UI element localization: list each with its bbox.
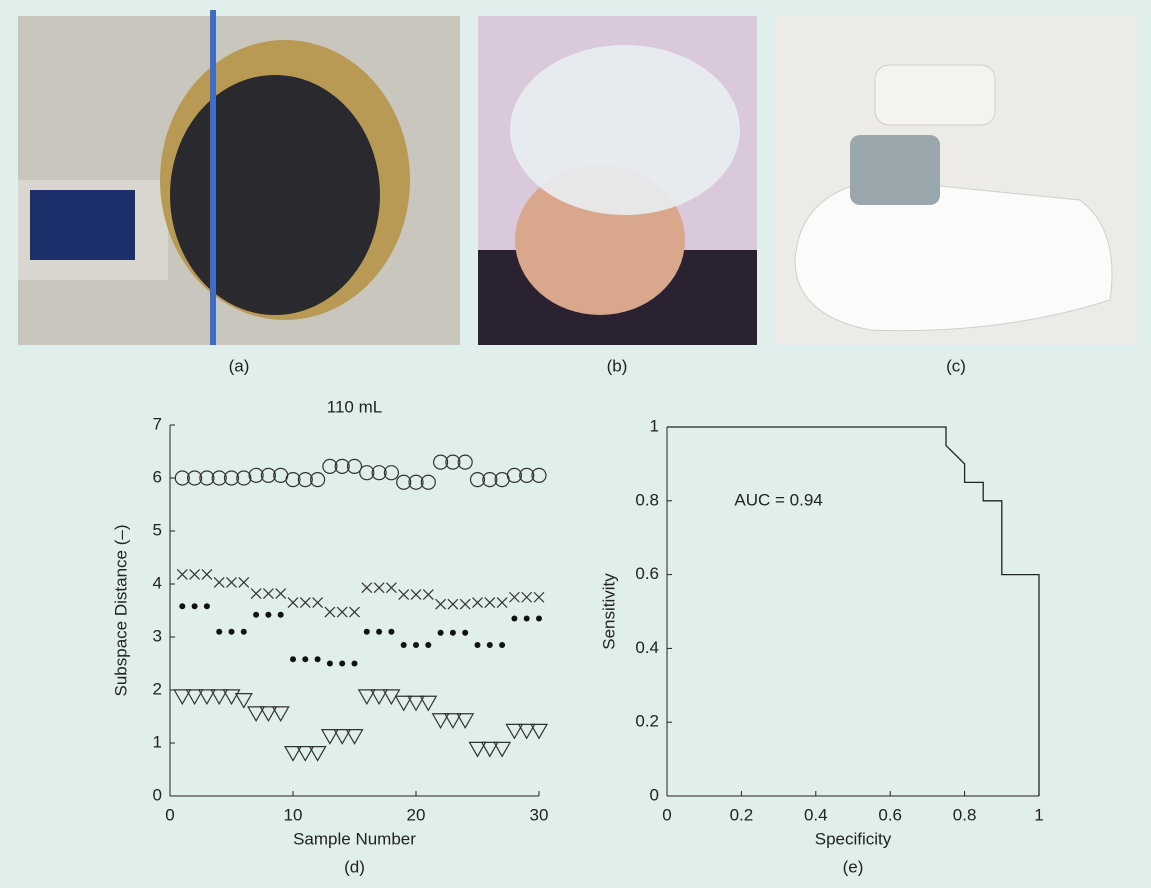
marker-dot: [413, 642, 419, 648]
x-axis-label: Specificity: [815, 829, 892, 848]
marker-dot: [524, 615, 530, 621]
marker-dot: [536, 615, 542, 621]
x-tick-label: 0.8: [953, 805, 977, 824]
y-tick-label: 2: [153, 679, 162, 698]
marker-dot: [462, 630, 468, 636]
y-tick-label: 0.6: [635, 564, 659, 583]
x-tick-label: 0.4: [804, 805, 828, 824]
marker-dot: [216, 629, 222, 635]
marker-dot: [425, 642, 431, 648]
x-tick-label: 0.2: [730, 805, 754, 824]
marker-dot: [302, 656, 308, 662]
marker-dot: [241, 629, 247, 635]
y-tick-label: 7: [153, 414, 162, 433]
panel-caption: (a): [229, 356, 250, 375]
marker-dot: [511, 615, 517, 621]
marker-dot: [376, 629, 382, 635]
chart-title: 110 mL: [327, 397, 382, 416]
x-tick-label: 10: [284, 805, 303, 824]
y-tick-label: 0.8: [635, 490, 659, 509]
marker-dot: [192, 603, 198, 609]
marker-dot: [179, 603, 185, 609]
y-tick-label: 1: [650, 416, 659, 435]
marker-dot: [290, 656, 296, 662]
marker-dot: [499, 642, 505, 648]
y-tick-label: 0: [153, 785, 162, 804]
photo-c: [775, 16, 1137, 345]
y-tick-label: 1: [153, 732, 162, 751]
x-tick-label: 1: [1034, 805, 1043, 824]
panel-caption: (b): [607, 356, 628, 375]
marker-dot: [278, 612, 284, 618]
marker-dot: [339, 661, 345, 667]
x-tick-label: 30: [530, 805, 549, 824]
marker-dot: [352, 661, 358, 667]
y-axis-label: Sensitivity: [599, 573, 618, 650]
panel-caption: (e): [843, 857, 864, 876]
marker-dot: [315, 656, 321, 662]
marker-dot: [253, 612, 259, 618]
x-tick-label: 0.6: [878, 805, 902, 824]
marker-dot: [204, 603, 210, 609]
annotation: AUC = 0.94: [734, 490, 822, 509]
panel-caption: (c): [946, 356, 966, 375]
y-tick-label: 0.4: [635, 638, 659, 657]
marker-dot: [364, 629, 370, 635]
marker-dot: [475, 642, 481, 648]
y-tick-label: 5: [153, 520, 162, 539]
marker-dot: [327, 661, 333, 667]
marker-dot: [388, 629, 394, 635]
marker-dot: [229, 629, 235, 635]
panel-caption: (d): [344, 857, 365, 876]
y-tick-label: 0: [650, 785, 659, 804]
marker-dot: [265, 612, 271, 618]
x-tick-label: 0: [662, 805, 671, 824]
marker-dot: [401, 642, 407, 648]
figure: (a) (b) (c) 012345670102030110 mLSample …: [0, 0, 1151, 888]
marker-dot: [487, 642, 493, 648]
x-tick-label: 20: [407, 805, 426, 824]
y-tick-label: 3: [153, 626, 162, 645]
marker-dot: [438, 630, 444, 636]
y-tick-label: 6: [153, 467, 162, 486]
y-axis-label: Subspace Distance (–): [111, 525, 130, 697]
photo-a: [18, 10, 460, 345]
y-tick-label: 0.2: [635, 712, 659, 731]
marker-dot: [450, 630, 456, 636]
x-tick-label: 0: [165, 805, 174, 824]
photo-b: [478, 16, 757, 345]
y-tick-label: 4: [153, 573, 162, 592]
x-axis-label: Sample Number: [293, 829, 416, 848]
